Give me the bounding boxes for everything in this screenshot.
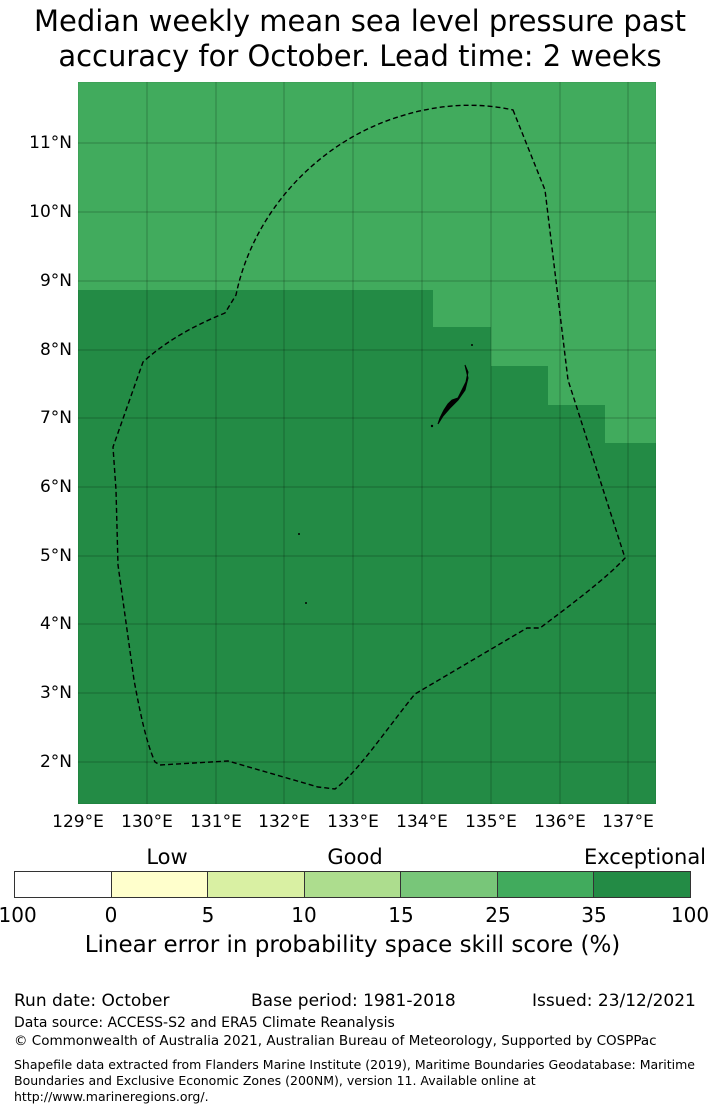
lon-label: 133°E	[327, 812, 379, 832]
lon-label: 136°E	[534, 812, 586, 832]
colorbar-tick: 15	[388, 903, 414, 927]
colorbar	[14, 871, 691, 898]
colorbar-category-low: Low	[146, 845, 188, 869]
copyright: © Commonwealth of Australia 2021, Austra…	[14, 1033, 657, 1049]
colorbar-swatch	[497, 872, 595, 897]
skill-region-lower	[78, 290, 656, 804]
lat-label: 10°N	[29, 202, 72, 222]
map	[78, 82, 656, 804]
lon-label: 129°E	[52, 812, 104, 832]
lon-label: 130°E	[121, 812, 173, 832]
lat-label: 6°N	[39, 477, 72, 497]
colorbar-swatch	[208, 872, 305, 897]
base-period: Base period: 1981-2018	[251, 991, 456, 1011]
lat-label: 5°N	[39, 546, 72, 566]
colorbar-tick: 35	[581, 903, 607, 927]
lat-label: 8°N	[39, 340, 72, 360]
lat-label: 3°N	[39, 683, 72, 703]
lon-label: 135°E	[465, 812, 517, 832]
lat-label: 2°N	[39, 752, 72, 772]
colorbar-swatch	[111, 872, 209, 897]
colorbar-swatch	[594, 872, 691, 897]
grid-lines	[78, 82, 656, 804]
lon-label: 131°E	[190, 812, 242, 832]
lat-label: 9°N	[39, 271, 72, 291]
lon-label: 134°E	[396, 812, 448, 832]
islands	[298, 344, 473, 604]
colorbar-tick: -100	[0, 903, 37, 927]
colorbar-label: Linear error in probability space skill …	[84, 932, 621, 958]
colorbar-tick: 100	[670, 903, 710, 927]
lon-label: 132°E	[258, 812, 310, 832]
data-source: Data source: ACCESS-S2 and ERA5 Climate …	[14, 1015, 395, 1031]
colorbar-category-exceptional: Exceptional	[583, 845, 707, 869]
colorbar-category-good: Good	[327, 845, 383, 869]
shapefile-credit: Shapefile data extracted from Flanders M…	[14, 1057, 695, 1104]
colorbar-swatch	[15, 872, 112, 897]
run-date: Run date: October	[14, 991, 170, 1011]
colorbar-tick: 5	[201, 903, 215, 927]
colorbar-swatch	[304, 872, 402, 897]
eez-boundary	[112, 104, 626, 790]
issued-date: Issued: 23/12/2021	[532, 991, 696, 1011]
colorbar-swatch	[401, 872, 498, 897]
lat-label: 7°N	[39, 408, 72, 428]
colorbar-tick: 25	[485, 903, 511, 927]
colorbar-tick: 0	[104, 903, 118, 927]
chart-title: Median weekly mean sea level pressure pa…	[33, 4, 687, 73]
lat-label: 11°N	[29, 133, 72, 153]
lon-label: 137°E	[602, 812, 654, 832]
colorbar-tick: 10	[291, 903, 317, 927]
lat-label: 4°N	[39, 614, 72, 634]
